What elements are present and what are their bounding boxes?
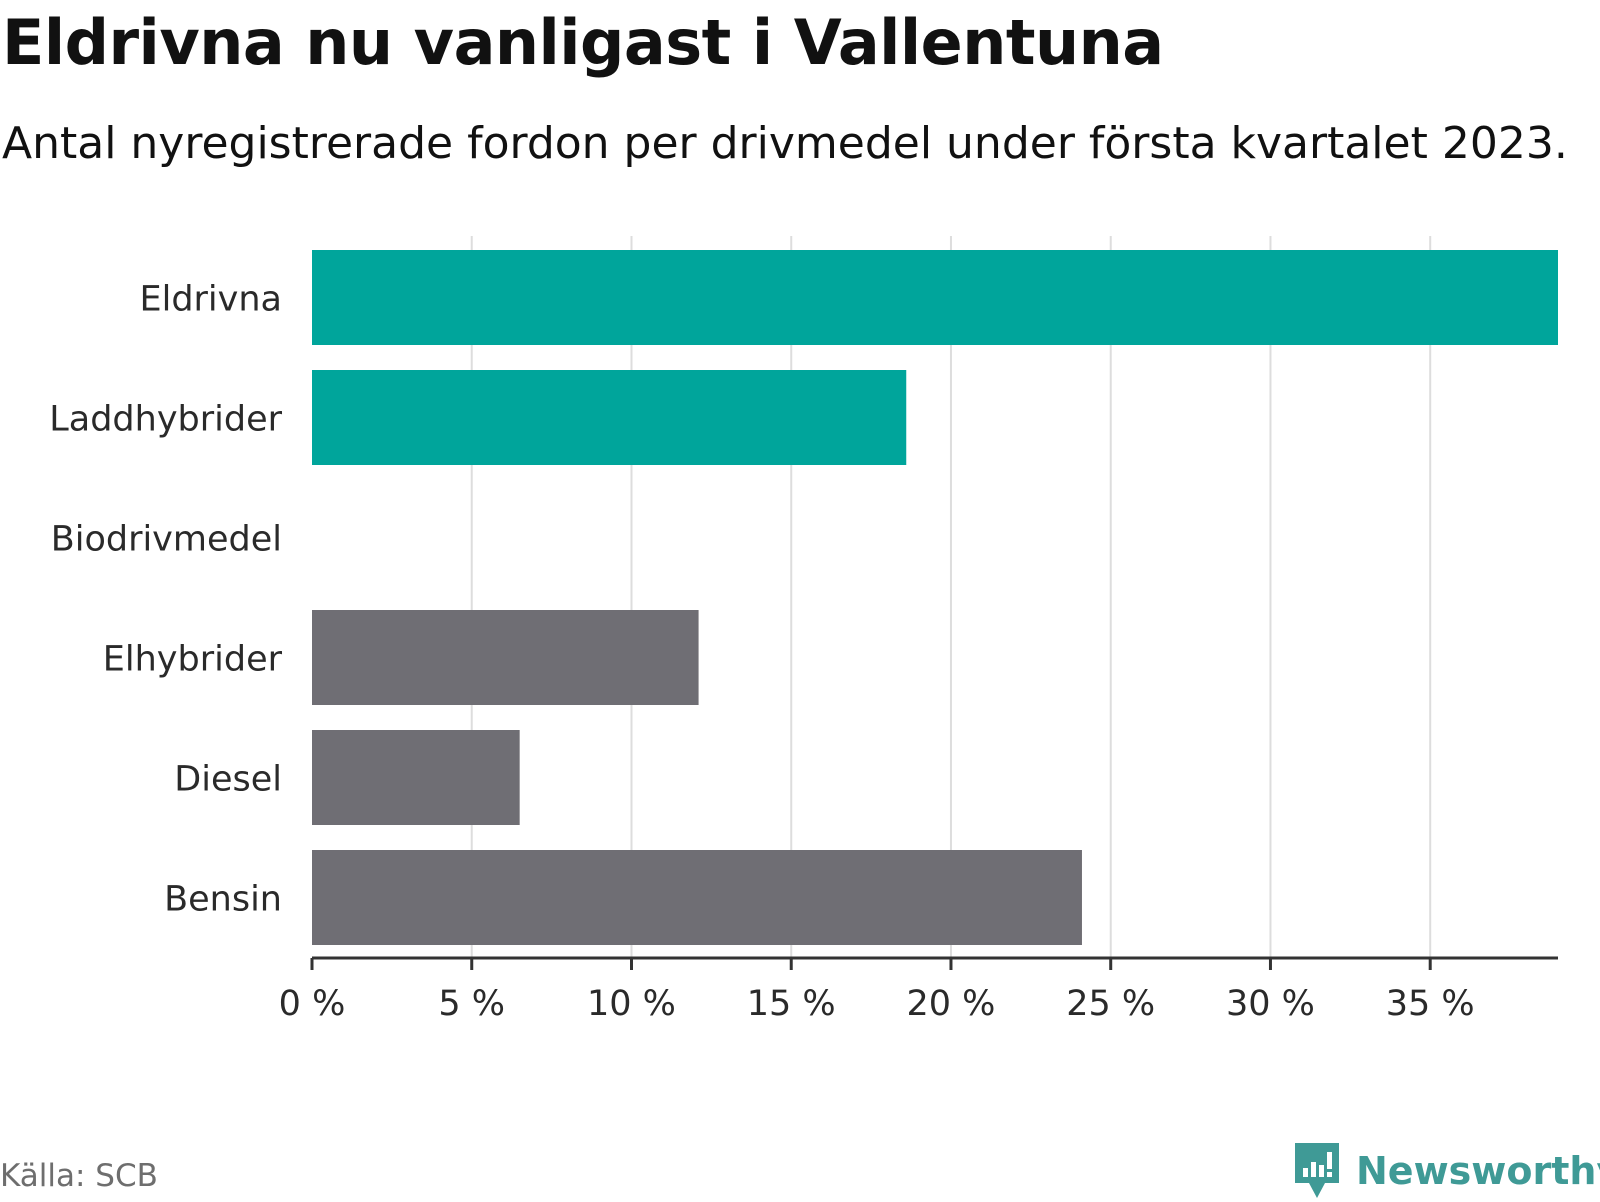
bar-laddhybrider: [312, 370, 907, 465]
category-label-biodrivmedel: Biodrivmedel: [51, 520, 282, 560]
x-tick-label-20: 20 %: [907, 984, 996, 1024]
chart-subtitle: Antal nyregistrerade fordon per drivmede…: [2, 118, 1568, 169]
category-label-diesel: Diesel: [174, 760, 282, 800]
category-label-bensin: Bensin: [164, 880, 282, 920]
bar-chart: Eldrivna Laddhybrider Biodrivmedel Elhybrid…: [49, 236, 1558, 1024]
x-axis: 0 % 5 % 10 % 15 % 20 % 25 % 30 % 35 %: [279, 956, 1558, 1024]
brand-name: Newsworthy: [1356, 1149, 1600, 1193]
bar-bensin: [312, 850, 1082, 945]
x-tick-label-10: 10 %: [587, 984, 676, 1024]
category-label-laddhybrider: Laddhybrider: [49, 400, 282, 440]
source-note: Källa: SCB: [0, 1158, 158, 1194]
x-tick-label-15: 15 %: [747, 984, 836, 1024]
newsworthy-icon: [1295, 1143, 1339, 1198]
brand-logo: Newsworthy: [1292, 1140, 1600, 1202]
x-tick-label-5: 5 %: [438, 984, 505, 1024]
bar-elhybrider: [312, 610, 699, 705]
chart-title: Eldrivna nu vanligast i Vallentuna: [2, 6, 1164, 79]
x-tick-label-30: 30 %: [1226, 984, 1315, 1024]
category-label-elhybrider: Elhybrider: [103, 640, 283, 680]
x-tick-label-35: 35 %: [1386, 984, 1475, 1024]
bars: [312, 250, 1558, 945]
x-tick-label-25: 25 %: [1066, 984, 1155, 1024]
bar-diesel: [312, 730, 520, 825]
gridlines: [470, 236, 1432, 958]
category-labels: Eldrivna Laddhybrider Biodrivmedel Elhybrid…: [49, 280, 282, 920]
category-label-eldrivna: Eldrivna: [139, 280, 282, 320]
bar-eldrivna: [312, 250, 1558, 345]
x-tick-label-0: 0 %: [279, 984, 346, 1024]
